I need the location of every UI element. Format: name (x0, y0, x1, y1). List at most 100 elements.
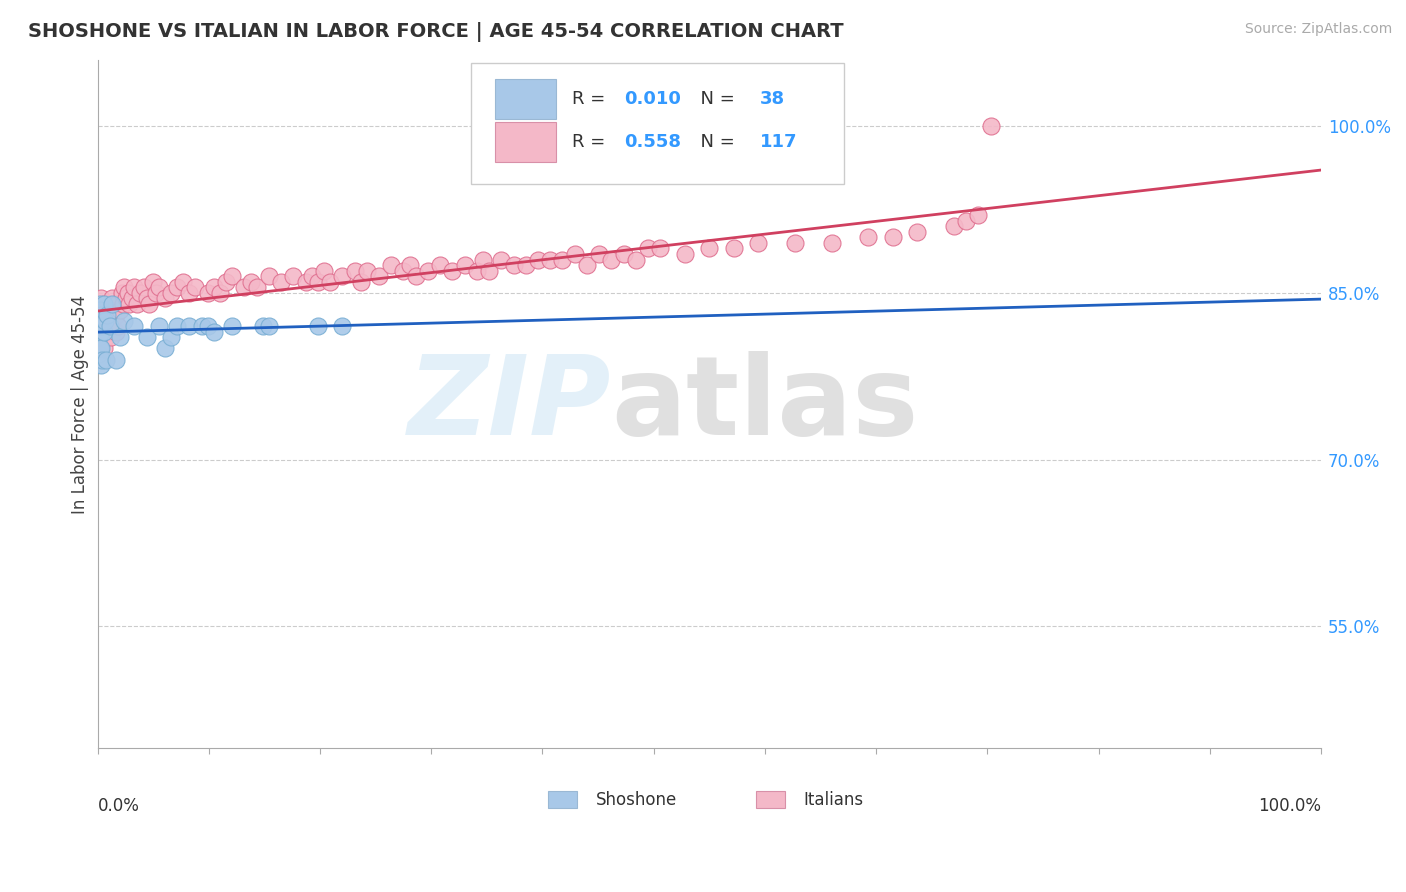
Point (153, 342, 176, 356)
Point (821, 235, 844, 250)
Point (90, 308, 112, 322)
Point (166, 280, 188, 294)
Point (398, 258, 420, 272)
Point (190, 319, 212, 334)
Point (101, 314, 124, 328)
Point (283, 269, 305, 284)
Point (93, 297, 115, 311)
Point (91, 319, 114, 334)
Point (90, 358, 112, 372)
Point (98, 319, 121, 334)
Point (257, 269, 280, 284)
Point (89, 297, 111, 311)
FancyBboxPatch shape (495, 78, 557, 119)
Point (97, 325, 120, 339)
Point (142, 275, 165, 289)
Text: N =: N = (689, 133, 740, 152)
FancyBboxPatch shape (548, 790, 576, 808)
Point (90, 342, 112, 356)
Point (93, 325, 115, 339)
Point (166, 319, 188, 334)
Point (673, 247, 696, 261)
Point (94, 330, 117, 344)
Point (101, 292, 124, 306)
Point (472, 252, 495, 267)
Point (538, 252, 561, 267)
Point (221, 269, 243, 284)
Text: 100.0%: 100.0% (1258, 797, 1322, 814)
Point (208, 285, 231, 300)
Point (93, 342, 115, 356)
Text: 0.558: 0.558 (624, 133, 681, 152)
Point (783, 235, 806, 250)
Point (980, 120, 1002, 134)
Point (94, 352, 117, 367)
Text: Source: ZipAtlas.com: Source: ZipAtlas.com (1244, 22, 1392, 37)
Point (138, 297, 160, 311)
Point (91, 302, 114, 317)
Point (343, 263, 366, 277)
Point (160, 330, 183, 344)
Point (90, 330, 112, 344)
Point (87, 342, 110, 356)
Point (624, 252, 647, 267)
Text: N =: N = (689, 90, 740, 108)
Point (246, 280, 269, 294)
Point (89, 302, 111, 317)
Point (330, 319, 353, 334)
Point (94, 319, 117, 334)
Point (356, 263, 378, 277)
Point (301, 269, 323, 284)
Point (104, 352, 127, 367)
Point (637, 242, 659, 256)
Point (380, 258, 402, 272)
Point (97, 308, 120, 322)
Point (429, 258, 451, 272)
Point (114, 292, 136, 306)
Point (104, 297, 127, 311)
Text: SHOSHONE VS ITALIAN IN LABOR FORCE | AGE 45-54 CORRELATION CHART: SHOSHONE VS ITALIAN IN LABOR FORCE | AGE… (28, 22, 844, 42)
Point (527, 252, 550, 267)
Point (307, 275, 329, 289)
Point (90, 308, 112, 322)
Point (319, 275, 342, 289)
Point (124, 319, 146, 334)
Point (453, 258, 475, 272)
Point (112, 297, 135, 311)
Point (94, 302, 117, 317)
Point (89, 342, 111, 356)
Point (955, 213, 977, 227)
Point (93, 314, 115, 328)
Point (98, 297, 121, 311)
Point (103, 308, 125, 322)
Point (723, 242, 745, 256)
Point (94, 314, 117, 328)
Point (94, 330, 117, 344)
Point (330, 269, 353, 284)
Point (96, 297, 118, 311)
Point (114, 314, 136, 328)
Point (89, 297, 111, 311)
Point (105, 297, 128, 311)
Point (613, 247, 636, 261)
Point (148, 319, 170, 334)
Point (117, 285, 139, 300)
Point (650, 242, 672, 256)
Text: Italians: Italians (803, 791, 863, 809)
Y-axis label: In Labor Force | Age 45-54: In Labor Force | Age 45-54 (72, 294, 89, 514)
Point (89, 330, 111, 344)
Point (93, 297, 115, 311)
Point (697, 242, 720, 256)
Point (111, 285, 134, 300)
Point (197, 285, 219, 300)
Point (172, 275, 194, 289)
Point (575, 258, 598, 272)
Point (98, 319, 121, 334)
Point (197, 319, 219, 334)
Point (551, 252, 574, 267)
Point (101, 297, 124, 311)
Point (392, 263, 415, 277)
Point (100, 302, 122, 317)
Point (564, 247, 586, 261)
Point (184, 280, 207, 294)
